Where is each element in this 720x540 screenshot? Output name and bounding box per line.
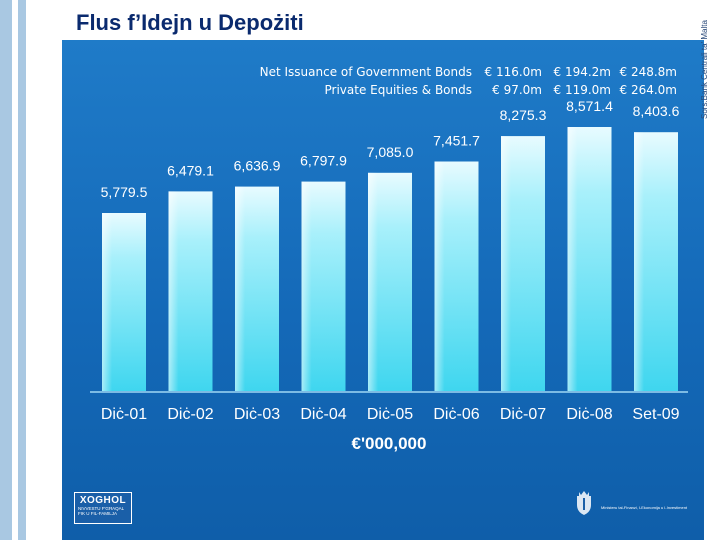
logo-subtitle: FIK U FIL-FAMILJA: [78, 511, 118, 516]
bar-highlight: [501, 136, 511, 391]
note-value: € 97.0m: [492, 83, 542, 97]
note-value: € 194.2m: [553, 65, 612, 79]
x-axis-label: €'000,000: [352, 434, 427, 453]
data-label: 8,275.3: [500, 107, 547, 123]
note-label-bonds: Net Issuance of Government Bonds: [259, 65, 472, 79]
decor-gap: [30, 0, 58, 540]
x-tick-label: Set-09: [632, 406, 679, 423]
note-value: € 119.0m: [553, 83, 612, 97]
x-tick-label: Diċ-06: [433, 406, 479, 423]
data-label: 6,479.1: [167, 162, 214, 178]
note-value: € 264.0m: [619, 83, 678, 97]
decor-stripe-left: [0, 0, 12, 540]
xoghol-logo: XOGHOL NIVVESTU F'GĦAQAL FIK U FIL-FAMIL…: [74, 492, 132, 524]
data-label: 8,571.4: [566, 98, 613, 114]
note-value: € 116.0m: [484, 65, 543, 79]
bar-highlight: [567, 127, 578, 391]
page-title: Flus f’Idejn u Depożiti: [76, 10, 304, 35]
x-tick-label: Diċ-08: [566, 406, 612, 423]
bar-highlight: [634, 132, 644, 391]
x-tick-label: Diċ-04: [300, 406, 346, 423]
data-label: 7,085.0: [367, 144, 414, 160]
bar-highlight: [301, 181, 312, 391]
bar-highlight: [168, 191, 179, 391]
x-tick-label: Diċ-07: [500, 406, 546, 423]
x-tick-label: Diċ-02: [167, 406, 213, 423]
logo-subtitle: NIVVESTU F'GĦAQAL: [78, 506, 125, 511]
note-value: € 248.8m: [619, 65, 678, 79]
bar-highlight: [235, 186, 245, 391]
data-label: 6,797.9: [300, 153, 347, 169]
data-label: 8,403.6: [633, 103, 680, 119]
logo-title: XOGHOL: [79, 495, 127, 506]
data-label: 7,451.7: [433, 133, 480, 149]
ministry-name: Ministeru tal-Finanzi, l-Ekonomija u l-I…: [601, 505, 688, 510]
x-tick-label: Diċ-01: [101, 406, 147, 423]
bar-highlight: [434, 161, 445, 391]
bar-highlight: [368, 172, 378, 391]
data-label: 6,636.9: [234, 158, 281, 174]
x-tick-label: Diċ-05: [367, 406, 413, 423]
x-tick-label: Diċ-03: [234, 406, 280, 423]
data-label: 5,779.5: [101, 184, 148, 200]
bar-highlight: [102, 213, 112, 391]
note-label-equities: Private Equities & Bonds: [324, 83, 473, 97]
decor-stripe-inner: [18, 0, 26, 540]
crest-icon: [577, 491, 591, 515]
